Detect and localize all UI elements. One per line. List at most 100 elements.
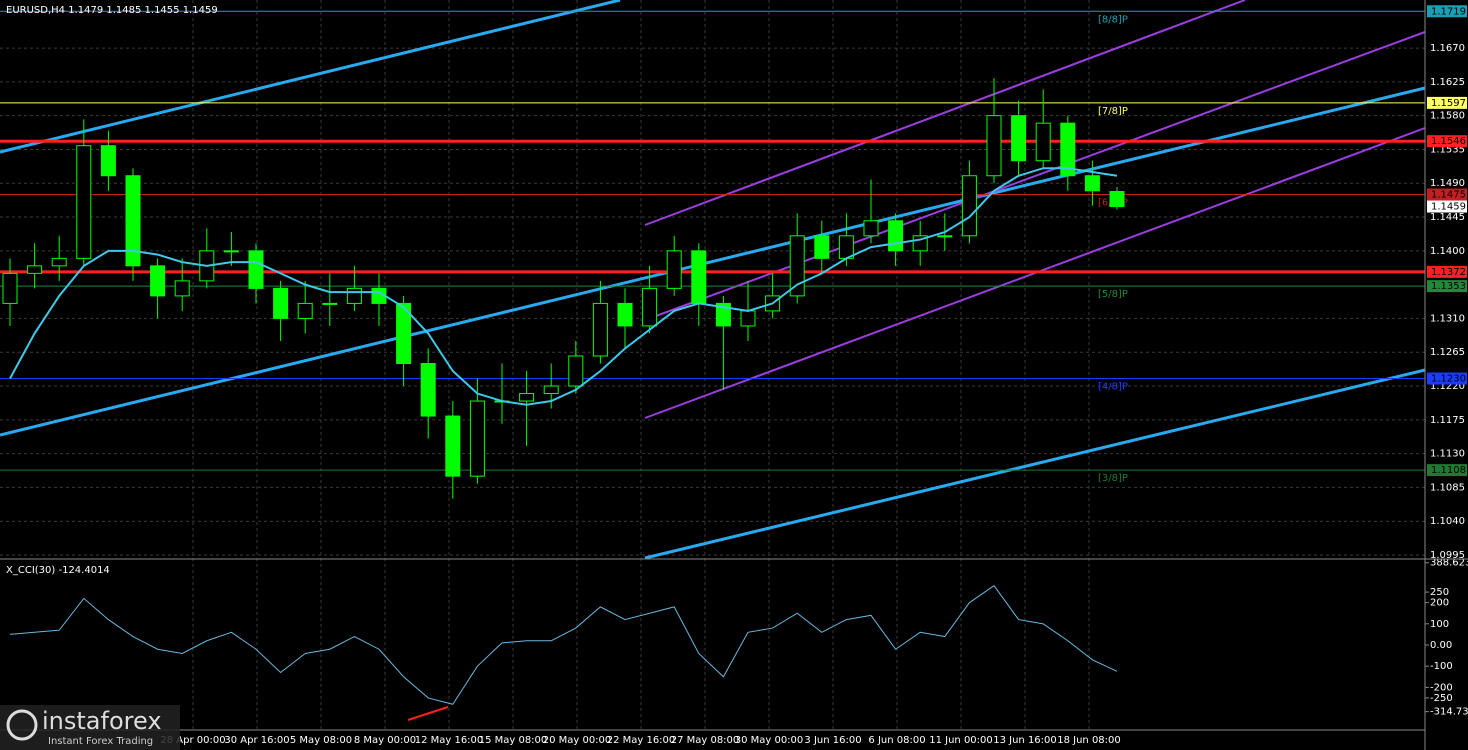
level-tag: [1427, 96, 1467, 109]
cci-tick-label: 0.00: [1430, 640, 1452, 651]
y-tick-label: 1.1670: [1430, 43, 1465, 54]
level-tag-label: 1.1108: [1431, 465, 1466, 476]
candle-body: [100, 145, 116, 177]
candle-body: [297, 302, 313, 319]
candle-body: [740, 310, 756, 327]
candle-body: [519, 393, 535, 402]
x-tick-label: 3 Jun 16:00: [804, 735, 861, 746]
y-tick-label: 1.1580: [1430, 111, 1465, 122]
x-tick-label: 28 Apr 00:00: [160, 735, 225, 746]
level-tag: [1427, 5, 1467, 18]
cci-title: X_CCI(30) -124.4014: [6, 565, 110, 576]
candle-body: [469, 400, 485, 477]
cci-tick-label: 200: [1430, 598, 1449, 609]
candle-body: [838, 235, 854, 259]
candle-body: [568, 355, 584, 387]
level-tag: [1427, 135, 1467, 148]
x-tick-label: 12 May 16:00: [415, 735, 484, 746]
y-tick-label: 1.0995: [1430, 550, 1465, 561]
plot: 1.09951.10401.10851.11301.11751.12201.12…: [0, 5, 1468, 746]
murray-label: [5/8]P: [1098, 289, 1128, 300]
logo: instaforex: [42, 707, 162, 735]
y-tick-label: 1.1265: [1430, 347, 1465, 358]
level-tag-label: 1.1353: [1431, 281, 1466, 292]
y-tick-label: 1.1175: [1430, 415, 1465, 426]
y-tick-label: 1.1310: [1430, 313, 1465, 324]
candle-body: [789, 235, 805, 297]
grid: [0, 0, 1425, 730]
x-tick-label: 30 May 00:00: [735, 735, 804, 746]
murray-label: [7/8]P: [1098, 106, 1128, 117]
x-tick-label: 18 Jun 08:00: [1057, 735, 1121, 746]
candle-body: [715, 302, 731, 327]
level-tag: [1427, 464, 1467, 477]
moving-average: [9, 167, 1118, 406]
murray-label: [3/8]P: [1098, 473, 1128, 484]
trend-line: [644, 368, 1426, 560]
x-tick-label: 22 May 16:00: [607, 735, 676, 746]
candle-body: [642, 287, 658, 327]
last-price-tag: [1427, 200, 1467, 213]
x-tick-label: 5 May 08:00: [290, 735, 352, 746]
candle-body: [937, 235, 953, 238]
x-tick-label: 11 Jun 00:00: [929, 735, 993, 746]
candle-body: [863, 220, 879, 237]
x-tick-label: 13 Jun 16:00: [993, 735, 1057, 746]
logo-icon: [6, 709, 38, 741]
candle-body: [543, 385, 559, 395]
logo-tagline: Instant Forex Trading: [48, 736, 153, 747]
y-tick-label: 1.1040: [1430, 516, 1465, 527]
candle-body: [150, 265, 166, 297]
y-tick-label: 1.1625: [1430, 77, 1465, 88]
candle-body: [2, 272, 18, 304]
cci-tick-label: 250: [1430, 587, 1449, 598]
candle-body: [322, 302, 338, 305]
level-tag: [1427, 280, 1467, 293]
candle-body: [273, 287, 289, 319]
last-price-label: 1.1459: [1431, 202, 1466, 213]
candle-body: [617, 302, 633, 327]
level-tag-label: 1.1230: [1431, 374, 1466, 385]
divergence-line: [407, 706, 449, 721]
candle-body: [125, 175, 141, 267]
candle-body: [1109, 191, 1125, 208]
murray-label: [8/8]P: [1098, 14, 1128, 25]
y-tick-label: 1.1085: [1430, 482, 1465, 493]
candle-body: [51, 257, 67, 267]
y-tick-label: 1.1220: [1430, 381, 1465, 392]
y-tick-label: 1.1445: [1430, 212, 1465, 223]
cci-tick-label: -100: [1430, 661, 1453, 672]
candle-body: [1084, 175, 1100, 192]
trend-line: [0, 86, 1426, 437]
level-tag-label: 1.1372: [1431, 267, 1466, 278]
candle-body: [420, 362, 436, 417]
candle-body: [961, 175, 977, 237]
y-tick-label: 1.1490: [1430, 178, 1465, 189]
level-tag: [1427, 265, 1467, 278]
x-tick-label: 15 May 08:00: [479, 735, 548, 746]
x-tick-label: 6 Jun 08:00: [868, 735, 925, 746]
cci-tick-label: 100: [1430, 619, 1449, 630]
candle-body: [666, 250, 682, 289]
cci-tick-label: 388.6237: [1430, 558, 1468, 569]
y-tick-label: 1.1535: [1430, 144, 1465, 155]
candle-body: [814, 235, 830, 259]
candle-body: [445, 415, 461, 477]
chart-title: EURUSD,H4 1.1479 1.1485 1.1455 1.1459: [6, 5, 218, 16]
level-tag-label: 1.1597: [1431, 98, 1466, 109]
candle-body: [1035, 122, 1051, 162]
y-tick-label: 1.1130: [1430, 449, 1465, 460]
candle-body: [76, 145, 92, 259]
cci-line: [9, 585, 1118, 705]
candle-body: [888, 220, 904, 252]
x-tick-label: 20 May 00:00: [543, 735, 612, 746]
cci-tick-label: -250: [1430, 693, 1453, 704]
level-tag-label: 1.1475: [1431, 190, 1466, 201]
candle-body: [1060, 122, 1076, 177]
y-tick-label: 1.1400: [1430, 246, 1465, 257]
trend-channels: [0, 0, 1426, 721]
candle-body: [1011, 115, 1027, 162]
x-tick-label: 30 Apr 16:00: [224, 735, 289, 746]
